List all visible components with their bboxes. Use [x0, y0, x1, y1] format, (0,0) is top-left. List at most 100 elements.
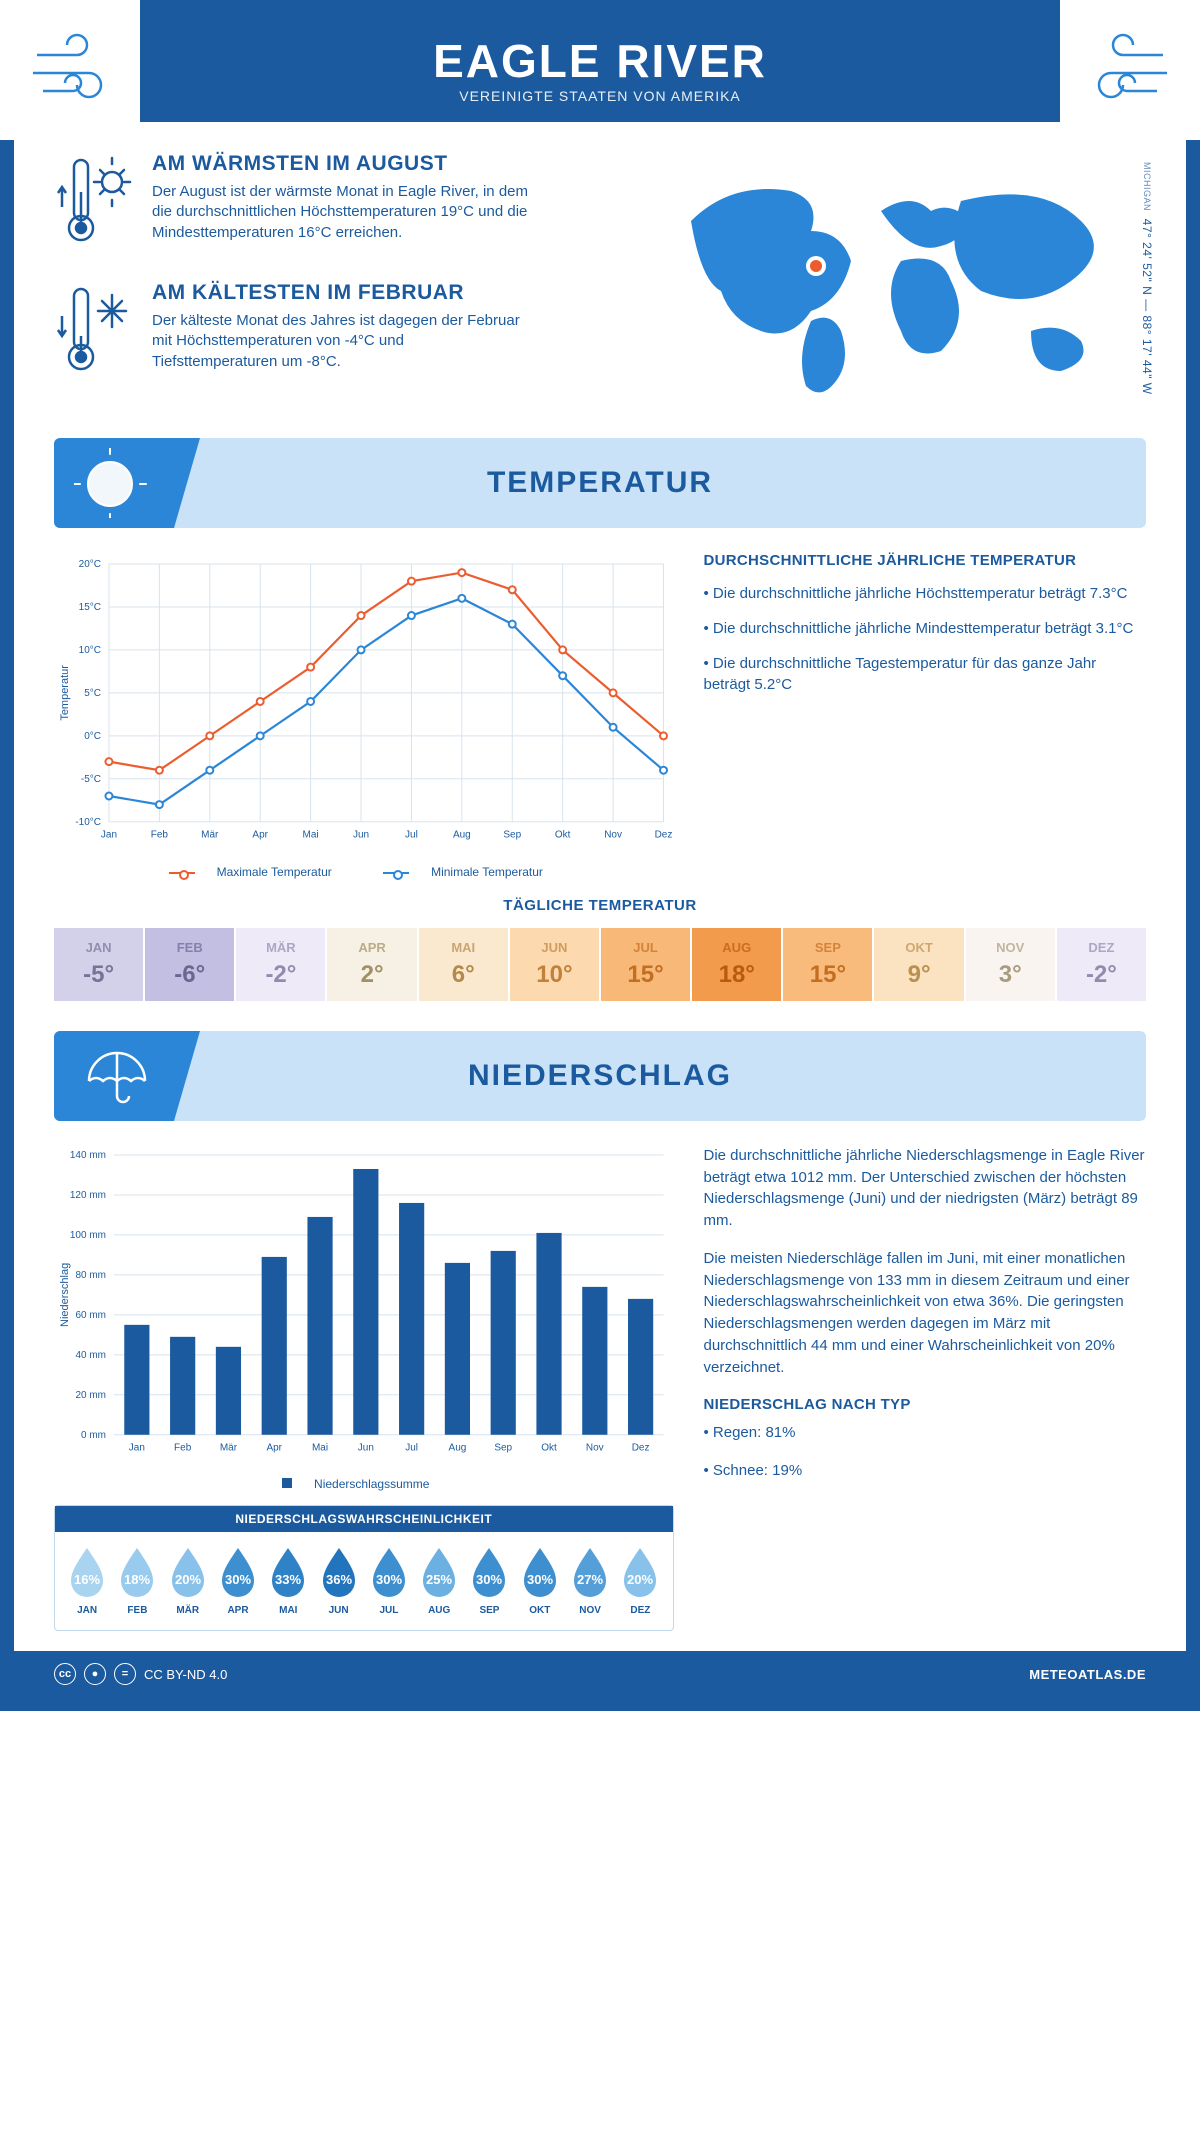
svg-text:Okt: Okt	[541, 1442, 557, 1453]
world-map: MICHIGAN 47° 24' 52" N — 88° 17' 44" W	[636, 152, 1146, 410]
daily-temp-table: JAN-5°FEB-6°MÄR-2°APR2°MAI6°JUN10°JUL15°…	[54, 928, 1146, 1001]
thermometer-hot-icon	[54, 152, 134, 257]
daily-temp-cell: MÄR-2°	[236, 928, 325, 1001]
svg-text:40 mm: 40 mm	[75, 1350, 106, 1361]
svg-text:Temperatur: Temperatur	[59, 665, 71, 721]
svg-text:20%: 20%	[175, 1572, 201, 1587]
cc-icon: cc	[54, 1663, 76, 1685]
intro-section: AM WÄRMSTEN IM AUGUST Der August ist der…	[14, 122, 1186, 430]
svg-text:140 mm: 140 mm	[70, 1150, 106, 1161]
daily-temp-cell: DEZ-2°	[1057, 928, 1146, 1001]
precipitation-summary: Die durchschnittliche jährliche Niedersc…	[704, 1145, 1147, 1632]
svg-text:16%: 16%	[74, 1572, 100, 1587]
svg-text:Jun: Jun	[353, 830, 369, 841]
svg-text:Feb: Feb	[174, 1442, 192, 1453]
sun-icon	[54, 438, 174, 528]
svg-text:Mai: Mai	[312, 1442, 328, 1453]
daily-temp-cell: JUN10°	[510, 928, 599, 1001]
svg-text:Jun: Jun	[358, 1442, 374, 1453]
svg-text:30%: 30%	[376, 1572, 402, 1587]
svg-text:-5°C: -5°C	[81, 774, 101, 785]
probability-drop: 36%JUN	[314, 1544, 362, 1616]
probability-drop: 30%JUL	[365, 1544, 413, 1616]
svg-text:5°C: 5°C	[84, 688, 101, 699]
temperature-summary: DURCHSCHNITTLICHE JÄHRLICHE TEMPERATUR •…	[704, 552, 1147, 879]
thermometer-cold-icon	[54, 281, 134, 386]
svg-text:-10°C: -10°C	[75, 817, 101, 828]
brand-label: METEOATLAS.DE	[1029, 1667, 1146, 1682]
svg-text:Dez: Dez	[632, 1442, 650, 1453]
umbrella-icon	[54, 1031, 174, 1121]
precipitation-banner: NIEDERSCHLAG	[54, 1031, 1146, 1121]
footer: cc ● = CC BY-ND 4.0 METEOATLAS.DE	[14, 1651, 1186, 1697]
svg-text:25%: 25%	[426, 1572, 452, 1587]
svg-text:20°C: 20°C	[79, 559, 101, 570]
probability-drop: 18%FEB	[113, 1544, 161, 1616]
probability-drop: 33%MAI	[264, 1544, 312, 1616]
svg-text:Jan: Jan	[129, 1442, 145, 1453]
probability-drop: 25%AUG	[415, 1544, 463, 1616]
temperature-row: -10°C-5°C0°C5°C10°C15°C20°CJanFebMärAprM…	[14, 552, 1186, 879]
license-label: CC BY-ND 4.0	[144, 1667, 227, 1682]
nd-icon: =	[114, 1663, 136, 1685]
svg-text:Mär: Mär	[220, 1442, 238, 1453]
precipitation-row: 0 mm20 mm40 mm60 mm80 mm100 mm120 mm140 …	[14, 1145, 1186, 1652]
wind-icon	[0, 0, 140, 140]
svg-text:100 mm: 100 mm	[70, 1230, 106, 1241]
svg-text:Aug: Aug	[449, 1442, 467, 1453]
temperature-banner: TEMPERATUR	[54, 438, 1146, 528]
probability-drop: 27%NOV	[566, 1544, 614, 1616]
daily-temp-cell: NOV3°	[966, 928, 1055, 1001]
daily-temp-cell: JAN-5°	[54, 928, 143, 1001]
probability-drop: 30%SEP	[465, 1544, 513, 1616]
svg-text:Apr: Apr	[266, 1442, 282, 1453]
svg-text:30%: 30%	[527, 1572, 553, 1587]
svg-text:20%: 20%	[627, 1572, 653, 1587]
svg-text:0 mm: 0 mm	[81, 1430, 106, 1441]
by-icon: ●	[84, 1663, 106, 1685]
svg-text:Mär: Mär	[201, 830, 219, 841]
daily-temp-cell: APR2°	[327, 928, 416, 1001]
probability-box: NIEDERSCHLAGSWAHRSCHEINLICHKEIT 16%JAN18…	[54, 1505, 674, 1631]
svg-text:30%: 30%	[225, 1572, 251, 1587]
svg-text:10°C: 10°C	[79, 645, 101, 656]
cold-fact-text: Der kälteste Monat des Jahres ist dagege…	[152, 311, 532, 372]
cold-fact-title: AM KÄLTESTEN IM FEBRUAR	[152, 281, 532, 305]
page-title: EAGLE RIVER	[14, 34, 1186, 88]
svg-text:0°C: 0°C	[84, 731, 101, 742]
wind-icon	[1060, 0, 1200, 140]
svg-text:18%: 18%	[124, 1572, 150, 1587]
daily-temp-cell: MAI6°	[419, 928, 508, 1001]
temperature-chart: -10°C-5°C0°C5°C10°C15°C20°CJanFebMärAprM…	[54, 552, 674, 879]
precipitation-chart: 0 mm20 mm40 mm60 mm80 mm100 mm120 mm140 …	[54, 1145, 674, 1492]
svg-text:Nov: Nov	[586, 1442, 604, 1453]
coordinates: MICHIGAN 47° 24' 52" N — 88° 17' 44" W	[1140, 162, 1154, 395]
svg-text:Dez: Dez	[655, 830, 673, 841]
svg-text:33%: 33%	[275, 1572, 301, 1587]
svg-text:27%: 27%	[577, 1572, 603, 1587]
cold-fact: AM KÄLTESTEN IM FEBRUAR Der kälteste Mon…	[54, 281, 616, 386]
svg-text:20 mm: 20 mm	[75, 1390, 106, 1401]
svg-text:120 mm: 120 mm	[70, 1190, 106, 1201]
country-subtitle: VEREINIGTE STAATEN VON AMERIKA	[14, 88, 1186, 104]
precipitation-title: NIEDERSCHLAG	[468, 1059, 732, 1093]
svg-text:Jan: Jan	[101, 830, 117, 841]
probability-drop: 30%APR	[214, 1544, 262, 1616]
warm-fact-title: AM WÄRMSTEN IM AUGUST	[152, 152, 532, 176]
daily-temp-cell: AUG18°	[692, 928, 781, 1001]
svg-text:Niederschlag: Niederschlag	[59, 1263, 71, 1327]
svg-text:15°C: 15°C	[79, 602, 101, 613]
svg-text:Sep: Sep	[503, 830, 521, 841]
daily-temp-cell: JUL15°	[601, 928, 690, 1001]
svg-text:36%: 36%	[326, 1572, 352, 1587]
temperature-legend: Maximale Temperatur Minimale Temperatur	[54, 865, 674, 879]
svg-text:Sep: Sep	[494, 1442, 512, 1453]
warm-fact-text: Der August ist der wärmste Monat in Eagl…	[152, 182, 532, 243]
svg-text:Aug: Aug	[453, 830, 471, 841]
warm-fact: AM WÄRMSTEN IM AUGUST Der August ist der…	[54, 152, 616, 257]
svg-text:60 mm: 60 mm	[75, 1310, 106, 1321]
svg-text:Mai: Mai	[303, 830, 319, 841]
svg-text:Okt: Okt	[555, 830, 571, 841]
daily-temp-cell: FEB-6°	[145, 928, 234, 1001]
temperature-title: TEMPERATUR	[487, 466, 713, 500]
